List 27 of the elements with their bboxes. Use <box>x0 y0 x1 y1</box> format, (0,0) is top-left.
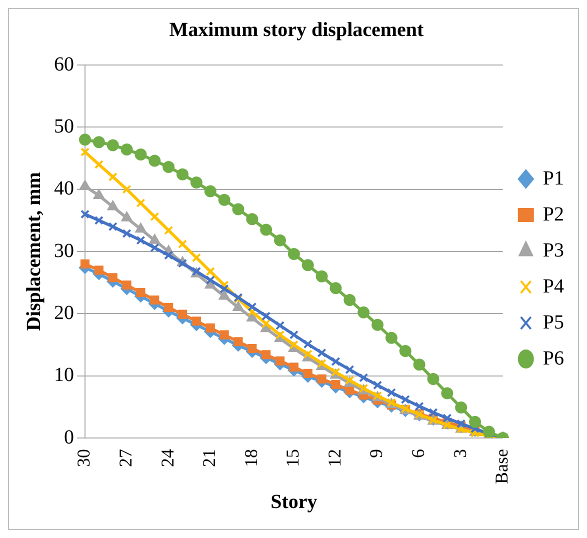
y-tick-label: 30 <box>54 240 74 262</box>
y-tick-label: 0 <box>64 426 74 448</box>
x-tick-label: 21 <box>199 449 220 468</box>
x-tick-label: 12 <box>324 449 344 468</box>
x-tick-label: 30 <box>74 449 94 468</box>
x-tick-label: 27 <box>116 449 136 468</box>
y-tick-label: 40 <box>54 178 74 200</box>
legend-label: P3 <box>542 239 564 262</box>
chart-title: Maximum story displacement <box>169 19 424 42</box>
legend-label: P2 <box>542 203 564 226</box>
x-axis-title: Story <box>270 491 318 514</box>
x-tick-label: 6 <box>408 449 428 458</box>
legend-label: P1 <box>542 167 564 190</box>
x-tick-label: 18 <box>240 449 261 468</box>
legend-label: P6 <box>542 347 564 370</box>
x-tick-label: 3 <box>450 449 470 458</box>
y-tick-label: 50 <box>54 115 74 138</box>
x-tick-label: Base <box>492 449 512 484</box>
y-tick-label: 20 <box>54 302 74 324</box>
y-tick-label: 60 <box>54 53 74 76</box>
x-tick-label: 9 <box>366 449 386 458</box>
y-axis-title: Displacement, mm <box>23 172 46 331</box>
legend-label: P5 <box>542 311 564 334</box>
x-tick-label: 15 <box>282 449 303 468</box>
y-tick-label: 10 <box>54 364 74 386</box>
legend-label: P4 <box>542 275 564 298</box>
x-tick-label: 24 <box>157 449 178 468</box>
